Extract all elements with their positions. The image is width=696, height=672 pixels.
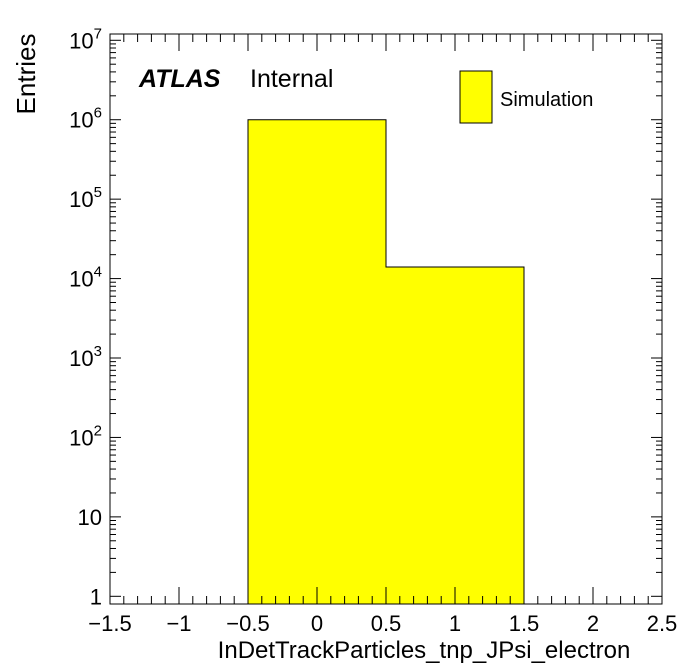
legend-label: Simulation xyxy=(500,89,593,111)
y-tick-exponent: 5 xyxy=(94,184,102,201)
histogram-outline xyxy=(247,119,525,604)
y-tick-exponent: 2 xyxy=(94,422,102,439)
histogram-bar-2 xyxy=(386,266,524,604)
histogram-bar-1 xyxy=(248,119,386,605)
axis-ticks xyxy=(109,34,663,604)
x-tick-labels: −1.5 −1 −0.5 0 0.5 1 1.5 2 2.5 xyxy=(88,611,677,636)
x-tick-label: −1.5 xyxy=(88,611,131,636)
status-label: Internal xyxy=(250,65,333,93)
x-tick-label: 2 xyxy=(587,611,599,636)
histogram-bars xyxy=(247,119,525,605)
y-tick-label: 105 xyxy=(69,184,102,212)
x-tick-label: −0.5 xyxy=(226,611,269,636)
legend-swatch xyxy=(459,70,493,124)
x-axis-title: InDetTrackParticles_tnp_JPsi_electron xyxy=(218,637,631,664)
y-tick-label: 10 xyxy=(78,505,102,530)
y-tick-labels: 1 10 102 103 104 105 106 107 xyxy=(69,25,102,609)
y-tick-label: 106 xyxy=(69,105,102,133)
y-axis-title: Entries xyxy=(11,34,41,115)
atlas-label: ATLAS xyxy=(138,65,221,93)
x-tick-label: 0.5 xyxy=(371,611,402,636)
y-tick-exponent: 4 xyxy=(94,264,102,281)
y-tick-exponent: 7 xyxy=(94,25,102,42)
y-tick-label: 104 xyxy=(69,264,102,292)
y-tick-exponent: 3 xyxy=(94,343,102,360)
y-tick-label: 1 xyxy=(90,584,102,609)
y-tick-label: 103 xyxy=(69,343,102,371)
x-tick-label: 1.5 xyxy=(509,611,540,636)
x-tick-label: −1 xyxy=(166,611,191,636)
x-tick-label: 2.5 xyxy=(647,611,678,636)
y-tick-exponent: 6 xyxy=(94,105,102,122)
y-tick-label: 102 xyxy=(69,422,102,450)
x-tick-label: 1 xyxy=(449,611,461,636)
x-tick-label: 0 xyxy=(311,611,323,636)
y-tick-label: 107 xyxy=(69,25,102,53)
